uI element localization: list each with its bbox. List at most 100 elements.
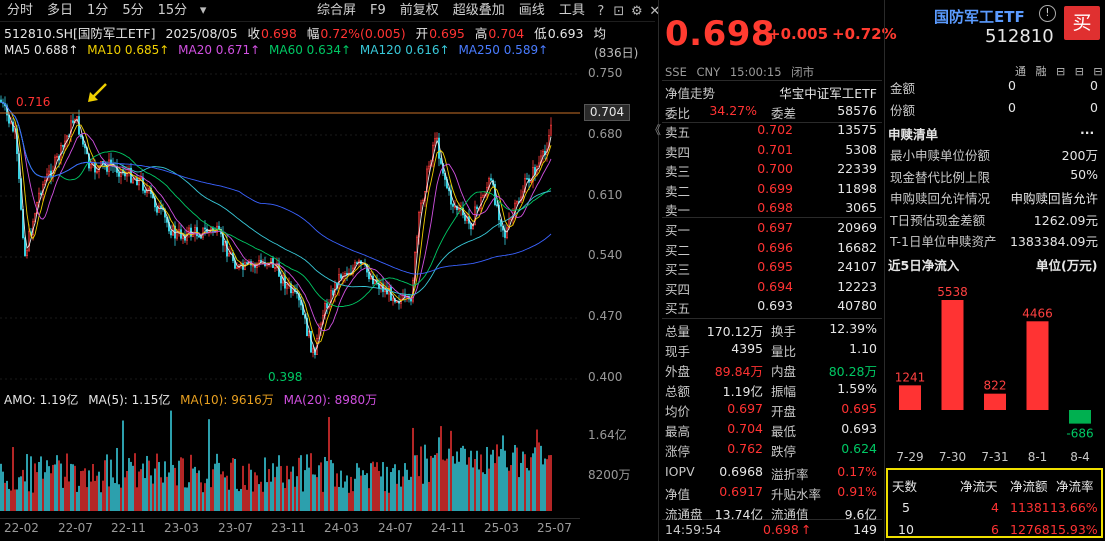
composite-screen-button[interactable]: 综合屏 — [317, 3, 357, 18]
volume-chart[interactable] — [0, 406, 580, 516]
time-tick: 24-11 — [431, 521, 466, 535]
subscription-label: 申购赎回允许情况 — [890, 191, 991, 206]
ma-legend: MA5 0.688↑ MA10 0.685↑ MA20 0.671↑ MA60 … — [4, 43, 553, 61]
tab-timeshare[interactable]: 分时 — [7, 2, 34, 18]
close-icon[interactable]: ✕ — [649, 3, 661, 19]
subscription-row: T-1日单位申赎资产 1383384.09元 — [890, 231, 1100, 251]
stat-label: 现手 — [665, 344, 691, 359]
subscription-label: 现金替代比例上限 — [890, 169, 991, 185]
amo-value: AMO: 1.19亿 — [4, 393, 79, 407]
bid-row[interactable]: 买一 0.697 20969 — [665, 220, 877, 239]
stat-row: 现手 4395 量比 1.10 — [665, 341, 877, 361]
stat-label: 内盘 — [771, 364, 797, 379]
draw-line-button[interactable]: 画线 — [518, 3, 545, 18]
bid-row[interactable]: 买五 0.693 40780 — [665, 298, 877, 317]
bid-label: 买一 — [665, 223, 691, 238]
subscription-value: 200万 — [1061, 148, 1098, 163]
price-tick: 0.610 — [588, 188, 623, 202]
ma120-label: MA120 0.616↑ — [359, 43, 450, 57]
stat-value: 13.74亿 — [714, 507, 763, 522]
time-tick: 25-07 — [537, 521, 572, 535]
netflow-value-label: 1241 — [895, 370, 926, 384]
share-label: 份额 — [890, 103, 916, 118]
more-button[interactable]: ... — [1080, 122, 1095, 137]
subscription-row: 现金替代比例上限 50% — [890, 167, 1100, 187]
bid-row[interactable]: 买三 0.695 24107 — [665, 259, 877, 278]
stat-label: 最低 — [771, 424, 797, 439]
row-net-rate: 13.66% — [1050, 500, 1098, 515]
collapse-icon[interactable]: 《 — [649, 123, 662, 137]
tab-1min[interactable]: 1分 — [87, 2, 109, 18]
ask-row[interactable]: 卖一 0.698 3065 — [665, 200, 877, 219]
nav-trend-label[interactable]: 净值走势 — [665, 86, 716, 101]
tick-up-arrow-icon: ↑ — [801, 522, 812, 537]
etf-info-panel — [884, 0, 1105, 541]
netflow-value-label: 5538 — [937, 285, 968, 299]
stat-value: 1.59% — [837, 381, 877, 396]
ask-volume: 11898 — [837, 180, 877, 196]
subscription-value: 申购赎回皆允许 — [1010, 191, 1098, 206]
subscription-label: T日预估现金差额 — [890, 212, 986, 228]
bid-row[interactable]: 买二 0.696 16682 — [665, 240, 877, 259]
stat-label: 换手 — [771, 324, 797, 339]
bid-label: 买三 — [665, 262, 691, 277]
market-status-line: SSE CNY 15:00:15 闭市 — [665, 64, 820, 80]
settings-icon[interactable]: ⚙ — [631, 3, 643, 19]
stat-value: 0.91% — [837, 484, 877, 499]
stat-value: 0.697 — [727, 401, 763, 416]
low-value: 0.693 — [547, 26, 584, 41]
ask-row[interactable]: 卖四 0.701 5308 — [665, 142, 877, 161]
help-icon[interactable]: ? — [597, 3, 605, 19]
ma10-label: MA10 0.685↑ — [87, 43, 170, 57]
amount-value-b: 0 — [1090, 78, 1098, 93]
ask-volume: 22339 — [837, 161, 877, 176]
forward-adjust-button[interactable]: 前复权 — [399, 3, 439, 18]
kline-info-line: 512810.SH[国防军工ETF] 2025/08/05 收0.698 幅0.… — [4, 23, 612, 41]
tab-5min[interactable]: 5分 — [122, 2, 144, 18]
ask-row[interactable]: 卖三 0.700 22339 — [665, 161, 877, 180]
ask-label: 卖五 — [665, 125, 691, 140]
collapse-tab[interactable]: 《 — [649, 118, 662, 142]
stat-row: 均价 0.697 开盘 0.695 — [665, 401, 877, 421]
chevron-down-icon[interactable]: ▾ — [199, 3, 207, 18]
info-icon[interactable]: ! — [1039, 5, 1056, 22]
kline-chart[interactable] — [0, 60, 580, 390]
netflow-unit: 单位(万元) — [1036, 258, 1098, 273]
subscription-value: 50% — [1070, 166, 1098, 182]
netflow-table-header: 天数 净流天 净流额 净流率 — [892, 476, 1100, 496]
super-overlay-button[interactable]: 超级叠加 — [452, 3, 505, 18]
share-value-b: 0 — [1090, 100, 1098, 115]
tick-time: 14:59:54 — [665, 522, 722, 537]
stat-value: 1.10 — [849, 341, 877, 356]
header-net-days: 净流天 — [960, 479, 998, 494]
time-tick: 22-11 — [111, 521, 146, 535]
subscription-value: 1262.09元 — [1033, 212, 1098, 228]
row-net-amount: 11381 — [1010, 500, 1050, 515]
stat-value: 0.704 — [727, 421, 763, 436]
etf-name[interactable]: 国防军工ETF — [934, 8, 1025, 26]
f9-button[interactable]: F9 — [370, 3, 386, 18]
arrow-icon — [88, 83, 107, 102]
ask-price: 0.698 — [757, 200, 793, 215]
tab-15min[interactable]: 15分 — [157, 2, 188, 18]
weicha-value: 58576 — [837, 103, 877, 118]
etf-code: 512810 — [985, 26, 1054, 47]
tab-multiday[interactable]: 多日 — [47, 2, 74, 18]
stat-label: 量比 — [771, 344, 797, 359]
stat-value: 89.84万 — [714, 364, 763, 379]
lock-icon[interactable]: ⊡ — [613, 3, 625, 19]
ask-label: 卖一 — [665, 203, 691, 218]
volume-tick: 1.64亿 — [588, 428, 627, 442]
ask-row[interactable]: 卖五 0.702 13575 — [665, 122, 877, 141]
tools-button[interactable]: 工具 — [558, 3, 585, 18]
tool-icons[interactable]: 通 融 ⊟ ⊟ ⊟ — [1015, 65, 1105, 78]
ask-price: 0.699 — [757, 180, 793, 196]
bar-date: 2025/08/05 — [165, 26, 238, 41]
bid-row[interactable]: 买四 0.694 12223 — [665, 279, 877, 298]
bid-label: 买四 — [665, 281, 691, 297]
ask-row[interactable]: 卖二 0.699 11898 — [665, 181, 877, 200]
change-value: 0.72%(0.005) — [320, 26, 406, 41]
buy-button[interactable]: 买 — [1064, 6, 1100, 40]
last-tick-row: 14:59:54 0.698 ↑ 149 — [665, 522, 877, 541]
nav-trend-row[interactable]: 净值走势 华宝中证军工ETF — [665, 83, 877, 102]
